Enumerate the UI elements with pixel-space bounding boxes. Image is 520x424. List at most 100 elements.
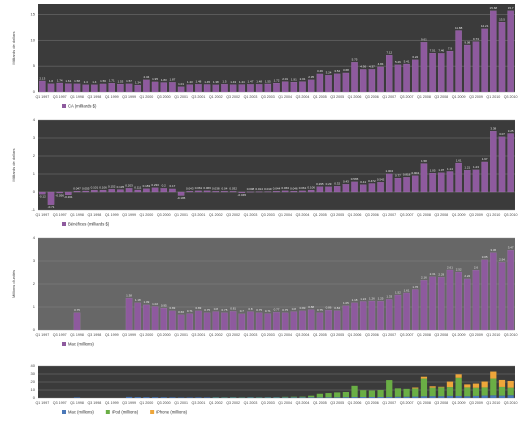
value-label: 0.77 bbox=[274, 308, 280, 312]
bar bbox=[177, 191, 185, 196]
bar bbox=[169, 188, 176, 193]
bar bbox=[56, 191, 63, 194]
value-label: 1.05 bbox=[430, 168, 436, 172]
value-label: 0.183 bbox=[143, 184, 151, 188]
y-tick-label: 0 bbox=[33, 327, 36, 332]
value-label: 2.29 bbox=[438, 273, 444, 277]
bar bbox=[472, 41, 480, 93]
bar bbox=[282, 397, 289, 398]
value-label: 0.101 bbox=[91, 185, 99, 189]
value-label: 1.72 bbox=[274, 78, 280, 82]
bar bbox=[446, 51, 454, 93]
bar bbox=[394, 388, 402, 397]
bar bbox=[490, 371, 497, 379]
value-label: 3.36 bbox=[490, 248, 496, 252]
value-label: 1.43 bbox=[230, 80, 236, 84]
bar bbox=[360, 397, 367, 398]
x-tick-label: Q1 2003 bbox=[244, 95, 258, 99]
bar bbox=[273, 312, 280, 331]
x-tick-label: Q3 2000 bbox=[157, 401, 171, 405]
value-label: 1.61 bbox=[456, 158, 462, 162]
value-label: 0.063 bbox=[281, 186, 289, 190]
bar bbox=[507, 250, 514, 331]
bar bbox=[212, 191, 220, 193]
bar bbox=[464, 170, 471, 193]
x-tick-label: Q1 1998 bbox=[70, 95, 84, 99]
bar bbox=[342, 305, 350, 331]
x-tick-label: Q3 2010 bbox=[504, 333, 518, 337]
bar bbox=[481, 28, 488, 93]
y-tick-label: 0 bbox=[33, 395, 36, 400]
y-axis-label: Milliards de dollars bbox=[11, 148, 16, 181]
value-label: 3.52 bbox=[334, 69, 340, 73]
value-label: 0.019 bbox=[264, 187, 272, 191]
x-tick-label: Q3 1999 bbox=[122, 213, 136, 217]
x-tick-label: Q3 2009 bbox=[469, 213, 483, 217]
x-tick-label: Q3 2005 bbox=[330, 95, 344, 99]
bar bbox=[481, 161, 488, 193]
x-tick-label: Q3 2002 bbox=[226, 333, 240, 337]
x-tick-label: Q3 1999 bbox=[122, 333, 136, 337]
x-tick-label: Q1 2001 bbox=[174, 95, 188, 99]
value-label: 1.18 bbox=[352, 298, 358, 302]
value-label: 1.58 bbox=[421, 159, 427, 163]
bar bbox=[264, 397, 271, 398]
bar bbox=[290, 397, 297, 398]
x-tick-label: Q1 2008 bbox=[417, 401, 431, 405]
x-tick-label: Q1 2007 bbox=[382, 213, 396, 217]
bar bbox=[308, 395, 315, 398]
legend-label: Mac (millions) bbox=[68, 341, 94, 346]
bar bbox=[360, 301, 367, 331]
value-label: 1.05 bbox=[343, 301, 349, 305]
value-label: 1.61 bbox=[404, 288, 410, 292]
bar bbox=[507, 395, 514, 398]
bar bbox=[498, 136, 506, 193]
bar bbox=[143, 397, 150, 398]
value-label: 1.91 bbox=[291, 77, 297, 81]
bar bbox=[160, 188, 167, 193]
x-tick-label: Q1 2001 bbox=[174, 213, 188, 217]
x-tick-label: Q1 2002 bbox=[209, 213, 223, 217]
bar bbox=[403, 388, 410, 397]
value-label: 1.23 bbox=[473, 165, 479, 169]
bar bbox=[412, 59, 419, 93]
bar bbox=[125, 188, 133, 193]
bar bbox=[247, 84, 254, 93]
bar bbox=[307, 79, 315, 93]
legend-label: iPod (millions) bbox=[112, 409, 139, 414]
value-label: 0.565 bbox=[351, 177, 359, 181]
x-tick-label: Q1 2002 bbox=[209, 333, 223, 337]
bar bbox=[386, 380, 393, 397]
x-tick-label: Q1 2006 bbox=[348, 333, 362, 337]
value-label: 0.8 bbox=[292, 307, 297, 311]
bar bbox=[177, 314, 185, 331]
x-tick-label: Q3 1999 bbox=[122, 401, 136, 405]
bar bbox=[490, 131, 497, 193]
bar bbox=[386, 396, 393, 398]
x-tick-label: Q1 1998 bbox=[70, 401, 84, 405]
x-tick-label: Q3 2005 bbox=[330, 333, 344, 337]
value-label: 0.75 bbox=[256, 308, 262, 312]
x-tick-label: Q1 2000 bbox=[140, 333, 154, 337]
value-label: 3.38 bbox=[490, 126, 496, 130]
x-tick-label: Q1 1997 bbox=[35, 213, 49, 217]
bar bbox=[351, 62, 358, 93]
value-label: 0.75 bbox=[74, 308, 80, 312]
x-tick-label: Q3 1998 bbox=[87, 213, 101, 217]
value-label: 0.233 bbox=[151, 183, 159, 187]
value-label: 15.7 bbox=[508, 6, 514, 10]
value-label: 1.07 bbox=[438, 168, 444, 172]
value-label: 2.52 bbox=[456, 267, 462, 271]
value-label: 0.055 bbox=[82, 186, 90, 190]
value-label: 1.21 bbox=[464, 166, 470, 170]
bar bbox=[498, 22, 506, 93]
bar bbox=[299, 310, 306, 331]
bar bbox=[143, 304, 150, 331]
x-tick-label: Q3 2001 bbox=[192, 333, 206, 337]
bar bbox=[177, 397, 185, 398]
bar bbox=[334, 397, 341, 398]
bar bbox=[403, 396, 410, 398]
bar bbox=[446, 387, 454, 396]
x-tick-label: Q3 2009 bbox=[469, 333, 483, 337]
